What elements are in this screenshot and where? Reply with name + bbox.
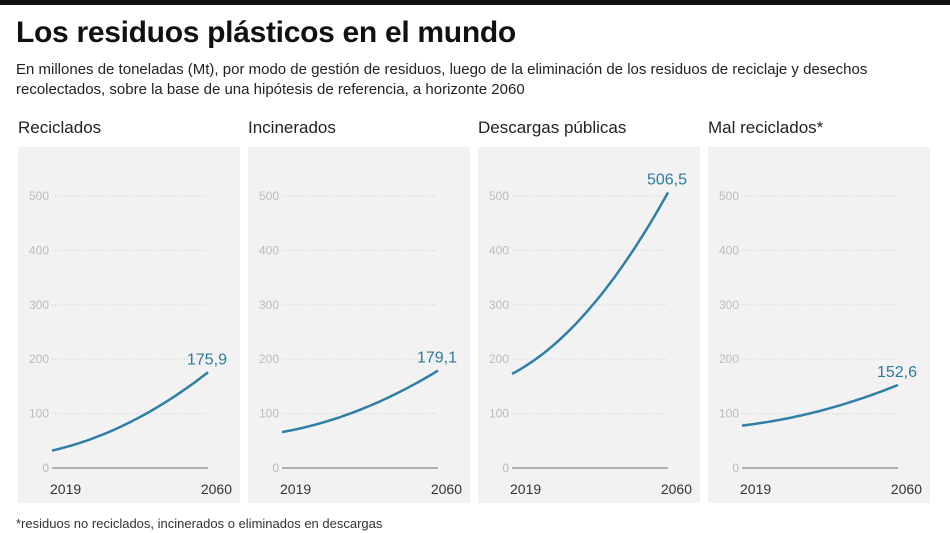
x-tick-label: 2060	[891, 481, 922, 497]
x-tick-label: 2019	[50, 481, 81, 497]
y-tick-label: 500	[719, 189, 739, 203]
y-tick-label: 0	[42, 461, 49, 475]
chart-subtitle: En millones de toneladas (Mt), por modo …	[16, 61, 868, 98]
x-tick-label: 2019	[510, 481, 541, 497]
end-value-label: 152,6	[877, 364, 917, 381]
y-tick-label: 0	[732, 461, 739, 475]
series-line	[51, 371, 209, 452]
end-value-label: 179,1	[417, 350, 457, 367]
y-tick-label: 100	[259, 407, 279, 421]
x-tick-label: 2060	[431, 481, 462, 497]
chart-svg: 0 100 200 300 400 500 2019 2060 152,6	[719, 189, 922, 497]
series-line	[741, 383, 899, 427]
series-line	[511, 191, 670, 376]
x-tick-label: 2060	[201, 481, 232, 497]
y-tick-label: 100	[719, 407, 739, 421]
y-tick-label: 500	[259, 189, 279, 203]
y-tick-label: 400	[259, 243, 279, 257]
chart-title: Los residuos plásticos en el mundo	[16, 16, 516, 49]
y-tick-label: 300	[259, 298, 279, 312]
y-tick-label: 100	[489, 407, 509, 421]
top-bar	[0, 0, 950, 5]
series-line	[281, 369, 439, 434]
y-tick-label: 500	[29, 189, 49, 203]
y-tick-label: 100	[29, 407, 49, 421]
y-tick-label: 300	[29, 298, 49, 312]
y-tick-label: 200	[259, 352, 279, 366]
end-value-label: 506,5	[647, 171, 687, 188]
y-tick-label: 400	[489, 243, 509, 257]
y-tick-label: 400	[719, 243, 739, 257]
chart-svg: 0 100 200 300 400 500 2019 2060 506,5	[489, 171, 692, 497]
y-tick-label: 300	[719, 298, 739, 312]
y-tick-label: 300	[489, 298, 509, 312]
y-tick-label: 200	[719, 352, 739, 366]
y-tick-label: 400	[29, 243, 49, 257]
y-tick-label: 0	[272, 461, 279, 475]
y-tick-label: 200	[29, 352, 49, 366]
x-tick-label: 2019	[280, 481, 311, 497]
panel-title-incinerados: Incinerados	[248, 118, 336, 137]
y-tick-label: 200	[489, 352, 509, 366]
panel-title-descargas: Descargas públicas	[478, 118, 627, 137]
panel-descargas: 0 100 200 300 400 500 2019 2060 506,5	[478, 147, 700, 503]
panel-title-mal-reciclados: Mal reciclados*	[708, 118, 824, 137]
chart-svg: 0 100 200 300 400 500 2019 2060 175,9	[29, 189, 232, 497]
x-tick-label: 2060	[661, 481, 692, 497]
panel-mal-reciclados: 0 100 200 300 400 500 2019 2060 152,6	[708, 147, 930, 503]
panel-incinerados: 0 100 200 300 400 500 2019 2060 179,1	[248, 147, 470, 503]
footnote: *residuos no reciclados, incinerados o e…	[16, 516, 383, 531]
chart-svg: 0 100 200 300 400 500 2019 2060 179,1	[259, 189, 462, 497]
y-tick-label: 500	[489, 189, 509, 203]
panel-title-reciclados: Reciclados	[18, 118, 102, 137]
end-value-label: 175,9	[187, 351, 227, 368]
y-tick-label: 0	[502, 461, 509, 475]
panel-reciclados: 0 100 200 300 400 500 2019 2060 175,9	[18, 147, 240, 503]
x-tick-label: 2019	[740, 481, 771, 497]
